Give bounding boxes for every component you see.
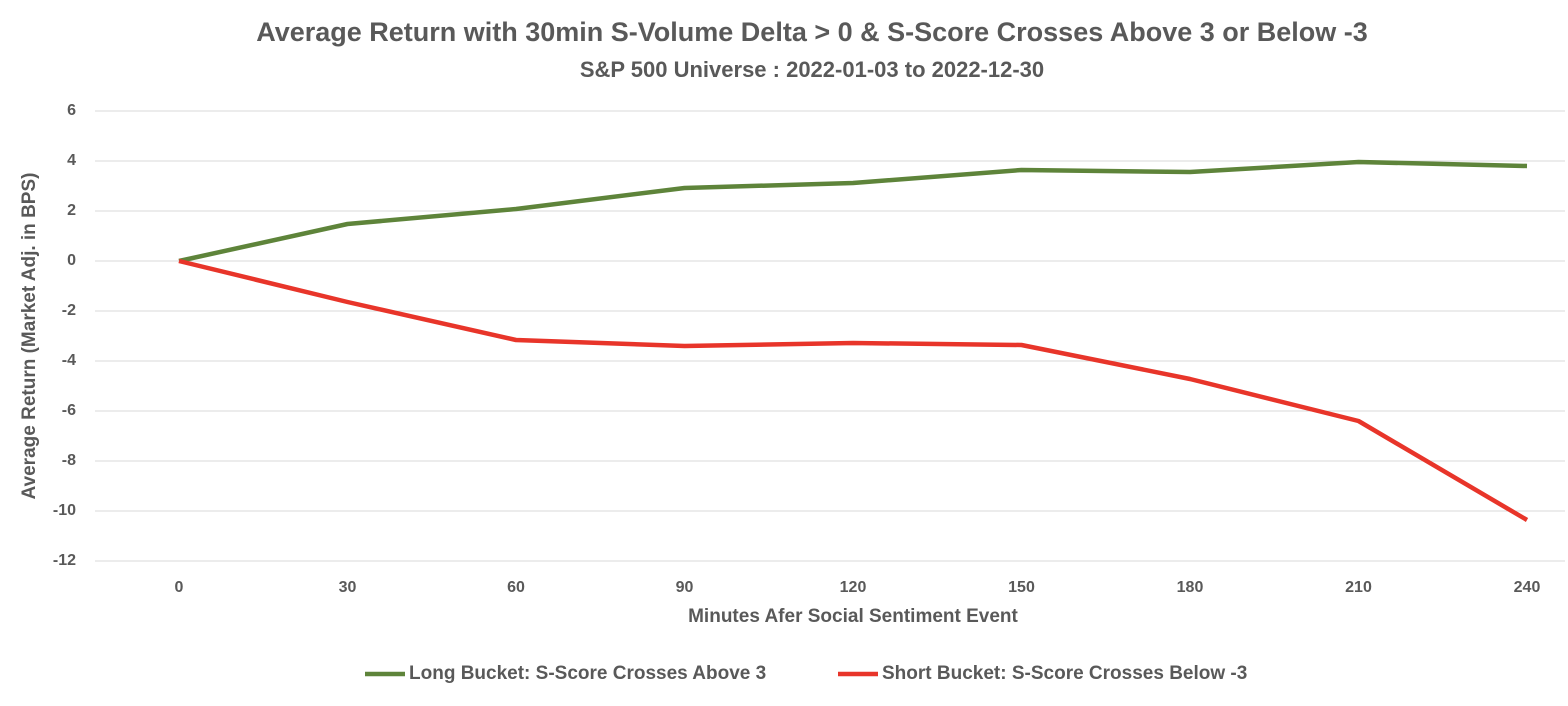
series-line: [178, 159, 1528, 264]
y-tick-label: -6: [62, 402, 76, 419]
legend-label: Short Bucket: S-Score Crosses Below -3: [882, 663, 1247, 684]
y-tick-label: 4: [67, 152, 76, 169]
y-axis-label: Average Return (Market Adj. in BPS): [19, 173, 40, 500]
x-tick-label: 60: [507, 579, 525, 596]
legend-label: Long Bucket: S-Score Crosses Above 3: [409, 663, 766, 684]
chart-title: Average Return with 30min S-Volume Delta…: [256, 17, 1368, 47]
x-axis-label: Minutes Afer Social Sentiment Event: [688, 606, 1018, 627]
y-tick-label: 6: [67, 102, 76, 119]
series-line: [178, 258, 1529, 522]
y-tick-label: 0: [67, 252, 76, 269]
x-tick-label: 90: [676, 579, 694, 596]
x-tick-label: 180: [1177, 579, 1204, 596]
x-tick-label: 120: [840, 579, 867, 596]
x-tick-label: 30: [339, 579, 357, 596]
y-tick-label: -8: [62, 452, 76, 469]
y-tick-label: -2: [62, 302, 76, 319]
x-tick-label: 210: [1345, 579, 1372, 596]
x-tick-label: 150: [1008, 579, 1035, 596]
y-tick-label: -4: [62, 352, 76, 369]
chart-subtitle: S&P 500 Universe : 2022-01-03 to 2022-12…: [580, 57, 1044, 82]
x-tick-label: 0: [175, 579, 184, 596]
y-tick-label: -10: [53, 502, 76, 519]
x-tick-label: 240: [1514, 579, 1541, 596]
y-tick-label: 2: [67, 202, 76, 219]
y-tick-label: -12: [53, 552, 76, 569]
